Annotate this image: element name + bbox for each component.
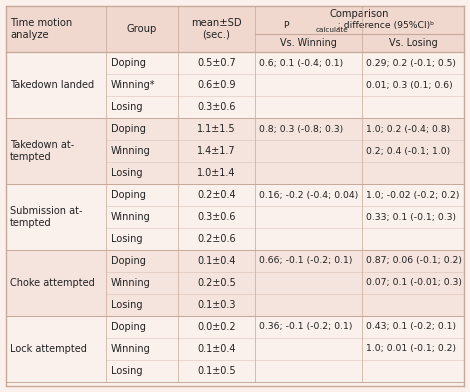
Text: Losing: Losing bbox=[111, 168, 142, 178]
Text: Winning: Winning bbox=[111, 212, 151, 222]
Text: 0.1±0.4: 0.1±0.4 bbox=[197, 344, 236, 354]
Text: 0.36; -0.1 (-0.2; 0.1): 0.36; -0.1 (-0.2; 0.1) bbox=[259, 323, 352, 332]
Text: Doping: Doping bbox=[111, 124, 146, 134]
Text: Doping: Doping bbox=[111, 322, 146, 332]
Text: 1.4±1.7: 1.4±1.7 bbox=[197, 146, 236, 156]
Text: Winning: Winning bbox=[111, 146, 151, 156]
Text: 0.43; 0.1 (-0.2; 0.1): 0.43; 0.1 (-0.2; 0.1) bbox=[366, 323, 456, 332]
Text: Losing: Losing bbox=[111, 300, 142, 310]
Text: 0.6±0.9: 0.6±0.9 bbox=[197, 80, 236, 90]
Text: calculate: calculate bbox=[316, 27, 349, 33]
Bar bbox=[6, 52, 464, 118]
Bar bbox=[6, 250, 464, 316]
Text: 1.1±1.5: 1.1±1.5 bbox=[197, 124, 236, 134]
Text: Losing: Losing bbox=[111, 366, 142, 376]
Bar bbox=[6, 118, 464, 184]
Text: 0.1±0.3: 0.1±0.3 bbox=[197, 300, 236, 310]
Text: 0.3±0.6: 0.3±0.6 bbox=[197, 102, 236, 112]
Text: 0.2±0.6: 0.2±0.6 bbox=[197, 234, 236, 244]
Text: 0.1±0.4: 0.1±0.4 bbox=[197, 256, 236, 266]
Text: 1.0±1.4: 1.0±1.4 bbox=[197, 168, 236, 178]
Text: 0.0±0.2: 0.0±0.2 bbox=[197, 322, 236, 332]
Text: Vs. Winning: Vs. Winning bbox=[280, 38, 337, 48]
Text: 0.66; -0.1 (-0.2; 0.1): 0.66; -0.1 (-0.2; 0.1) bbox=[259, 256, 352, 265]
Text: P                ; difference (95%CI)ᵇ: P ; difference (95%CI)ᵇ bbox=[284, 21, 435, 30]
Text: Group: Group bbox=[127, 24, 157, 34]
Text: Submission at-
tempted: Submission at- tempted bbox=[10, 206, 83, 228]
Text: Takedown landed: Takedown landed bbox=[10, 80, 94, 90]
Text: Comparison: Comparison bbox=[330, 9, 389, 19]
Text: 0.2±0.5: 0.2±0.5 bbox=[197, 278, 236, 288]
Text: 0.6; 0.1 (-0.4; 0.1): 0.6; 0.1 (-0.4; 0.1) bbox=[259, 58, 343, 67]
Bar bbox=[6, 6, 464, 52]
Text: 0.2; 0.4 (-0.1; 1.0): 0.2; 0.4 (-0.1; 1.0) bbox=[366, 147, 450, 156]
Text: Doping: Doping bbox=[111, 58, 146, 68]
Text: 0.87; 0.06 (-0.1; 0.2): 0.87; 0.06 (-0.1; 0.2) bbox=[366, 256, 462, 265]
Text: Lock attempted: Lock attempted bbox=[10, 344, 87, 354]
Bar bbox=[6, 184, 464, 250]
Text: 0.8; 0.3 (-0.8; 0.3): 0.8; 0.3 (-0.8; 0.3) bbox=[259, 125, 343, 134]
Text: 0.07; 0.1 (-0.01; 0.3): 0.07; 0.1 (-0.01; 0.3) bbox=[366, 278, 462, 287]
Text: 0.33; 0.1 (-0.1; 0.3): 0.33; 0.1 (-0.1; 0.3) bbox=[366, 212, 456, 221]
Text: 0.1±0.5: 0.1±0.5 bbox=[197, 366, 236, 376]
Text: 0.16; -0.2 (-0.4; 0.04): 0.16; -0.2 (-0.4; 0.04) bbox=[259, 191, 358, 200]
Text: Winning*: Winning* bbox=[111, 80, 156, 90]
Text: Takedown at-
tempted: Takedown at- tempted bbox=[10, 140, 74, 162]
Text: Losing: Losing bbox=[111, 102, 142, 112]
Text: mean±SD
(sec.): mean±SD (sec.) bbox=[191, 18, 242, 40]
Bar bbox=[6, 316, 464, 382]
Text: Losing: Losing bbox=[111, 234, 142, 244]
Text: 0.2±0.4: 0.2±0.4 bbox=[197, 190, 236, 200]
Text: Winning: Winning bbox=[111, 344, 151, 354]
Text: Vs. Losing: Vs. Losing bbox=[389, 38, 438, 48]
Text: 0.3±0.6: 0.3±0.6 bbox=[197, 212, 236, 222]
Text: Doping: Doping bbox=[111, 256, 146, 266]
Text: Choke attempted: Choke attempted bbox=[10, 278, 95, 288]
Text: Time motion
analyze: Time motion analyze bbox=[10, 18, 72, 40]
Text: 0.01; 0.3 (0.1; 0.6): 0.01; 0.3 (0.1; 0.6) bbox=[366, 80, 453, 89]
Text: 1.0; 0.01 (-0.1; 0.2): 1.0; 0.01 (-0.1; 0.2) bbox=[366, 345, 456, 354]
Text: Doping: Doping bbox=[111, 190, 146, 200]
Text: 1.0; -0.02 (-0.2; 0.2): 1.0; -0.02 (-0.2; 0.2) bbox=[366, 191, 459, 200]
Text: 1.0; 0.2 (-0.4; 0.8): 1.0; 0.2 (-0.4; 0.8) bbox=[366, 125, 450, 134]
Text: 0.5±0.7: 0.5±0.7 bbox=[197, 58, 236, 68]
Text: 0.29; 0.2 (-0.1; 0.5): 0.29; 0.2 (-0.1; 0.5) bbox=[366, 58, 456, 67]
Text: Winning: Winning bbox=[111, 278, 151, 288]
